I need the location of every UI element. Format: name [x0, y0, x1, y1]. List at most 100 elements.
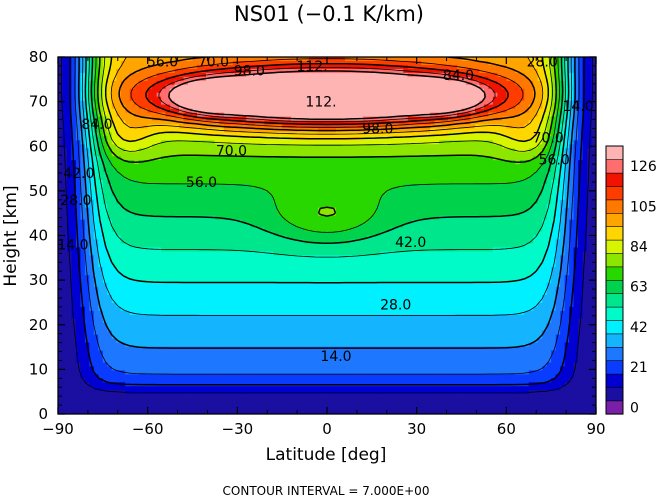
field-cell — [205, 57, 212, 62]
field-cell — [295, 402, 301, 407]
field-cell — [223, 350, 229, 356]
field-cell — [174, 76, 180, 82]
field-cell — [179, 283, 185, 288]
field-cell — [201, 295, 207, 300]
field-cell — [268, 406, 274, 411]
field-cell — [246, 338, 252, 344]
field-cell — [152, 362, 158, 367]
field-cell — [102, 334, 108, 340]
field-cell — [129, 128, 135, 133]
field-cell — [273, 402, 279, 407]
field-cell — [259, 287, 265, 292]
field-cell — [268, 231, 274, 237]
field-cell — [111, 358, 117, 364]
field-cell — [286, 302, 292, 308]
field-cell — [196, 306, 203, 312]
field-cell — [300, 298, 306, 304]
field-cell — [89, 298, 95, 304]
field-cell — [89, 322, 95, 328]
field-cell — [188, 402, 194, 407]
field-cell — [120, 144, 126, 149]
field-cell — [228, 203, 234, 209]
field-cell — [264, 88, 270, 94]
field-cell — [255, 287, 261, 292]
field-cell — [58, 402, 64, 407]
field-cell — [134, 350, 140, 356]
field-cell — [246, 275, 252, 280]
field-cell — [232, 394, 238, 399]
field-cell — [291, 310, 297, 316]
field-cell — [259, 199, 265, 205]
field-cell — [241, 60, 247, 66]
field-cell — [98, 140, 104, 145]
field-cell — [183, 136, 189, 141]
field-cell — [291, 96, 297, 102]
field-cell — [75, 104, 82, 110]
field-cell — [255, 342, 261, 348]
field-cell — [259, 84, 265, 90]
field-cell — [214, 322, 220, 328]
field-cell — [129, 314, 135, 320]
field-cell — [84, 402, 90, 407]
field-cell — [125, 394, 131, 399]
field-cell — [98, 187, 104, 193]
field-cell — [107, 362, 113, 367]
field-cell — [188, 172, 194, 177]
field-cell — [58, 187, 64, 193]
field-cell — [102, 195, 108, 201]
field-cell — [282, 132, 288, 137]
field-cell — [143, 378, 149, 383]
field-cell — [264, 283, 270, 288]
field-cell — [210, 287, 216, 292]
field-cell — [282, 64, 288, 70]
field-cell — [205, 326, 212, 332]
field-cell — [201, 60, 207, 66]
field-cell — [120, 267, 126, 272]
field-cell — [237, 259, 243, 264]
field-cell — [98, 100, 104, 106]
field-cell — [134, 358, 140, 364]
field-cell — [201, 263, 207, 268]
field-cell — [295, 279, 301, 284]
field-cell — [58, 168, 64, 173]
field-cell — [273, 314, 279, 320]
field-cell — [196, 148, 203, 153]
field-cell — [246, 346, 252, 352]
field-cell — [264, 322, 270, 328]
field-cell — [174, 64, 180, 70]
field-cell — [259, 144, 265, 149]
field-cell — [138, 116, 144, 122]
field-cell — [102, 152, 108, 157]
field-cell — [246, 187, 252, 193]
field-cell — [277, 100, 283, 106]
field-cell — [273, 283, 279, 288]
field-cell — [116, 168, 122, 173]
field-cell — [89, 374, 95, 379]
field-cell — [120, 203, 126, 209]
field-cell — [196, 60, 203, 66]
field-cell — [250, 366, 256, 371]
field-cell — [75, 203, 82, 209]
field-cell — [304, 57, 310, 62]
field-cell — [75, 394, 82, 399]
field-cell — [75, 128, 82, 133]
field-cell — [259, 398, 265, 403]
field-cell — [295, 310, 301, 316]
field-cell — [183, 255, 189, 260]
field-cell — [147, 128, 153, 133]
field-cell — [223, 76, 229, 82]
field-cell — [214, 291, 220, 296]
field-cell — [170, 386, 176, 391]
field-cell — [161, 239, 167, 245]
field-cell — [259, 342, 265, 348]
field-cell — [147, 96, 153, 102]
field-cell — [80, 207, 86, 213]
field-cell — [80, 211, 86, 217]
field-cell — [201, 378, 207, 383]
field-cell — [277, 168, 283, 173]
field-cell — [192, 370, 198, 375]
field-cell — [304, 92, 310, 98]
field-cell — [205, 199, 212, 205]
field-cell — [134, 116, 140, 122]
field-cell — [143, 263, 149, 268]
